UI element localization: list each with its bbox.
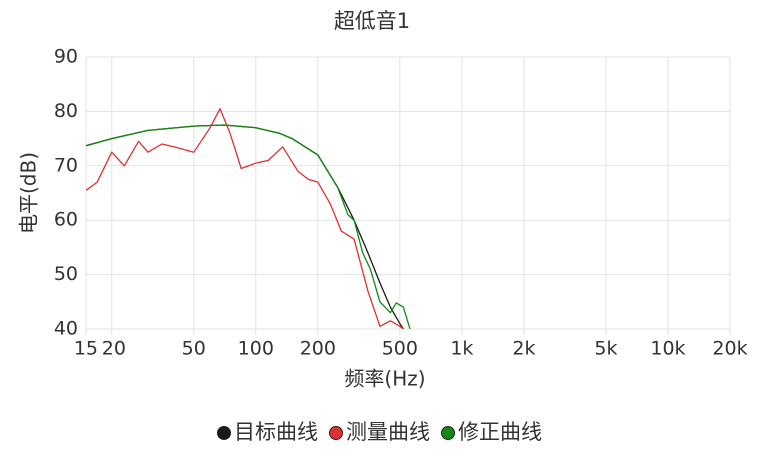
y-tick-label: 90 [54,46,78,68]
x-tick-label: 200 [300,338,336,360]
plot-area [86,108,411,329]
legend-marker [441,426,455,440]
legend-label: 测量曲线 [346,420,430,444]
y-axis-label: 电平(dB) [17,152,41,234]
y-tick-label: 80 [54,100,78,122]
x-tick-label: 15 [74,338,98,360]
x-tick-label: 1k [450,338,473,360]
y-tick-label: 50 [54,263,78,285]
legend-marker [329,426,343,440]
x-tick-label: 500 [382,338,418,360]
x-tick-label: 5k [594,338,617,360]
x-tick-label: 2k [512,338,535,360]
x-tick-label: 20k [712,338,747,360]
x-tick-label: 20 [102,338,126,360]
legend-label: 修正曲线 [458,420,542,444]
x-tick-label: 50 [182,338,206,360]
y-tick-label: 70 [54,154,78,176]
chart-title: 超低音1 [334,9,410,33]
y-tick-label: 60 [54,209,78,231]
y-tick-label: 40 [54,318,78,340]
data-line [86,108,404,329]
data-line [86,124,411,329]
legend-label: 目标曲线 [234,420,318,444]
x-tick-label: 10k [650,338,685,360]
legend-marker [217,426,231,440]
x-tick-label: 100 [238,338,274,360]
x-axis-label: 频率(Hz) [344,367,425,391]
